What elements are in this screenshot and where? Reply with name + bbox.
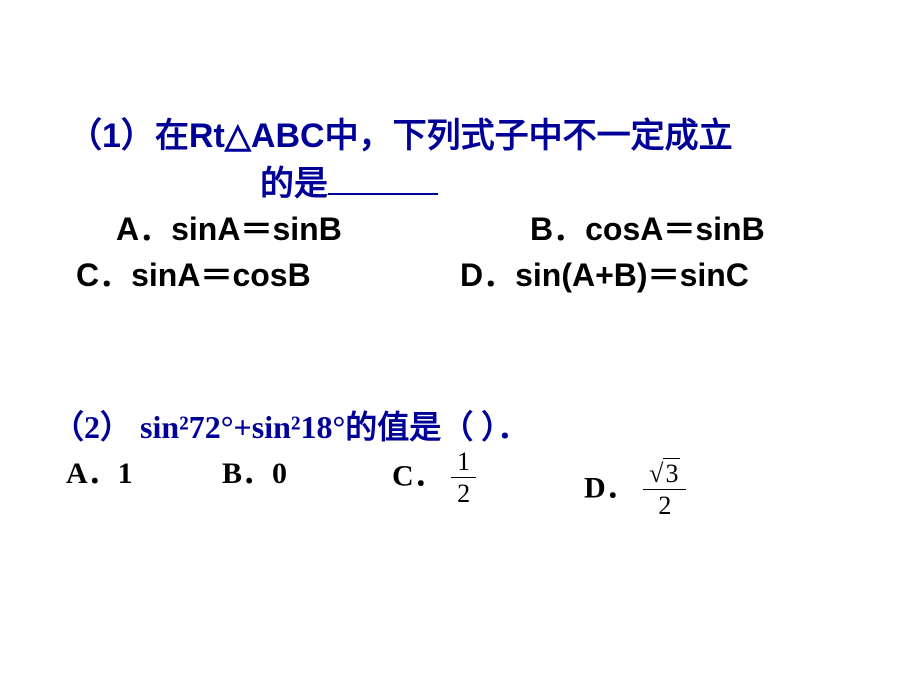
q2-option-b: B．0	[222, 448, 287, 492]
fraction-denominator: 2	[643, 489, 686, 521]
q1-option-a: A．sinA＝sinB	[116, 204, 342, 250]
q2-option-a: A．1	[66, 448, 133, 492]
fraction-denominator: 2	[451, 477, 476, 509]
q2-option-d-label: D．	[584, 471, 636, 504]
fraction-one-half: 1 2	[451, 448, 476, 509]
radicand: 3	[663, 458, 680, 488]
question-1-line-1: （1）在Rt△ABC中，下列式子中不一定成立	[68, 108, 733, 157]
fraction-sqrt3-over-2: 3 2	[643, 460, 686, 521]
question-2-stem: （2） sin²72°+sin²18°的值是（ ）．	[52, 402, 529, 448]
fraction-numerator: 1	[451, 448, 476, 477]
sqrt-icon: 3	[649, 460, 680, 489]
q2-option-c-label: C．	[392, 459, 444, 492]
fraction-numerator: 3	[643, 460, 686, 489]
question-1-line-2: 的是	[260, 156, 438, 205]
question-1-line-2-text: 的是	[260, 165, 328, 203]
q1-option-d: D．sin(A+B)＝sinC	[460, 250, 749, 296]
q1-option-c: C．sinA＝cosB	[76, 250, 311, 296]
q2-option-d: D． 3 2	[584, 460, 686, 521]
q1-option-b: B．cosA＝sinB	[530, 204, 765, 250]
answer-blank	[328, 167, 438, 195]
q2-option-c: C． 1 2	[392, 448, 476, 509]
